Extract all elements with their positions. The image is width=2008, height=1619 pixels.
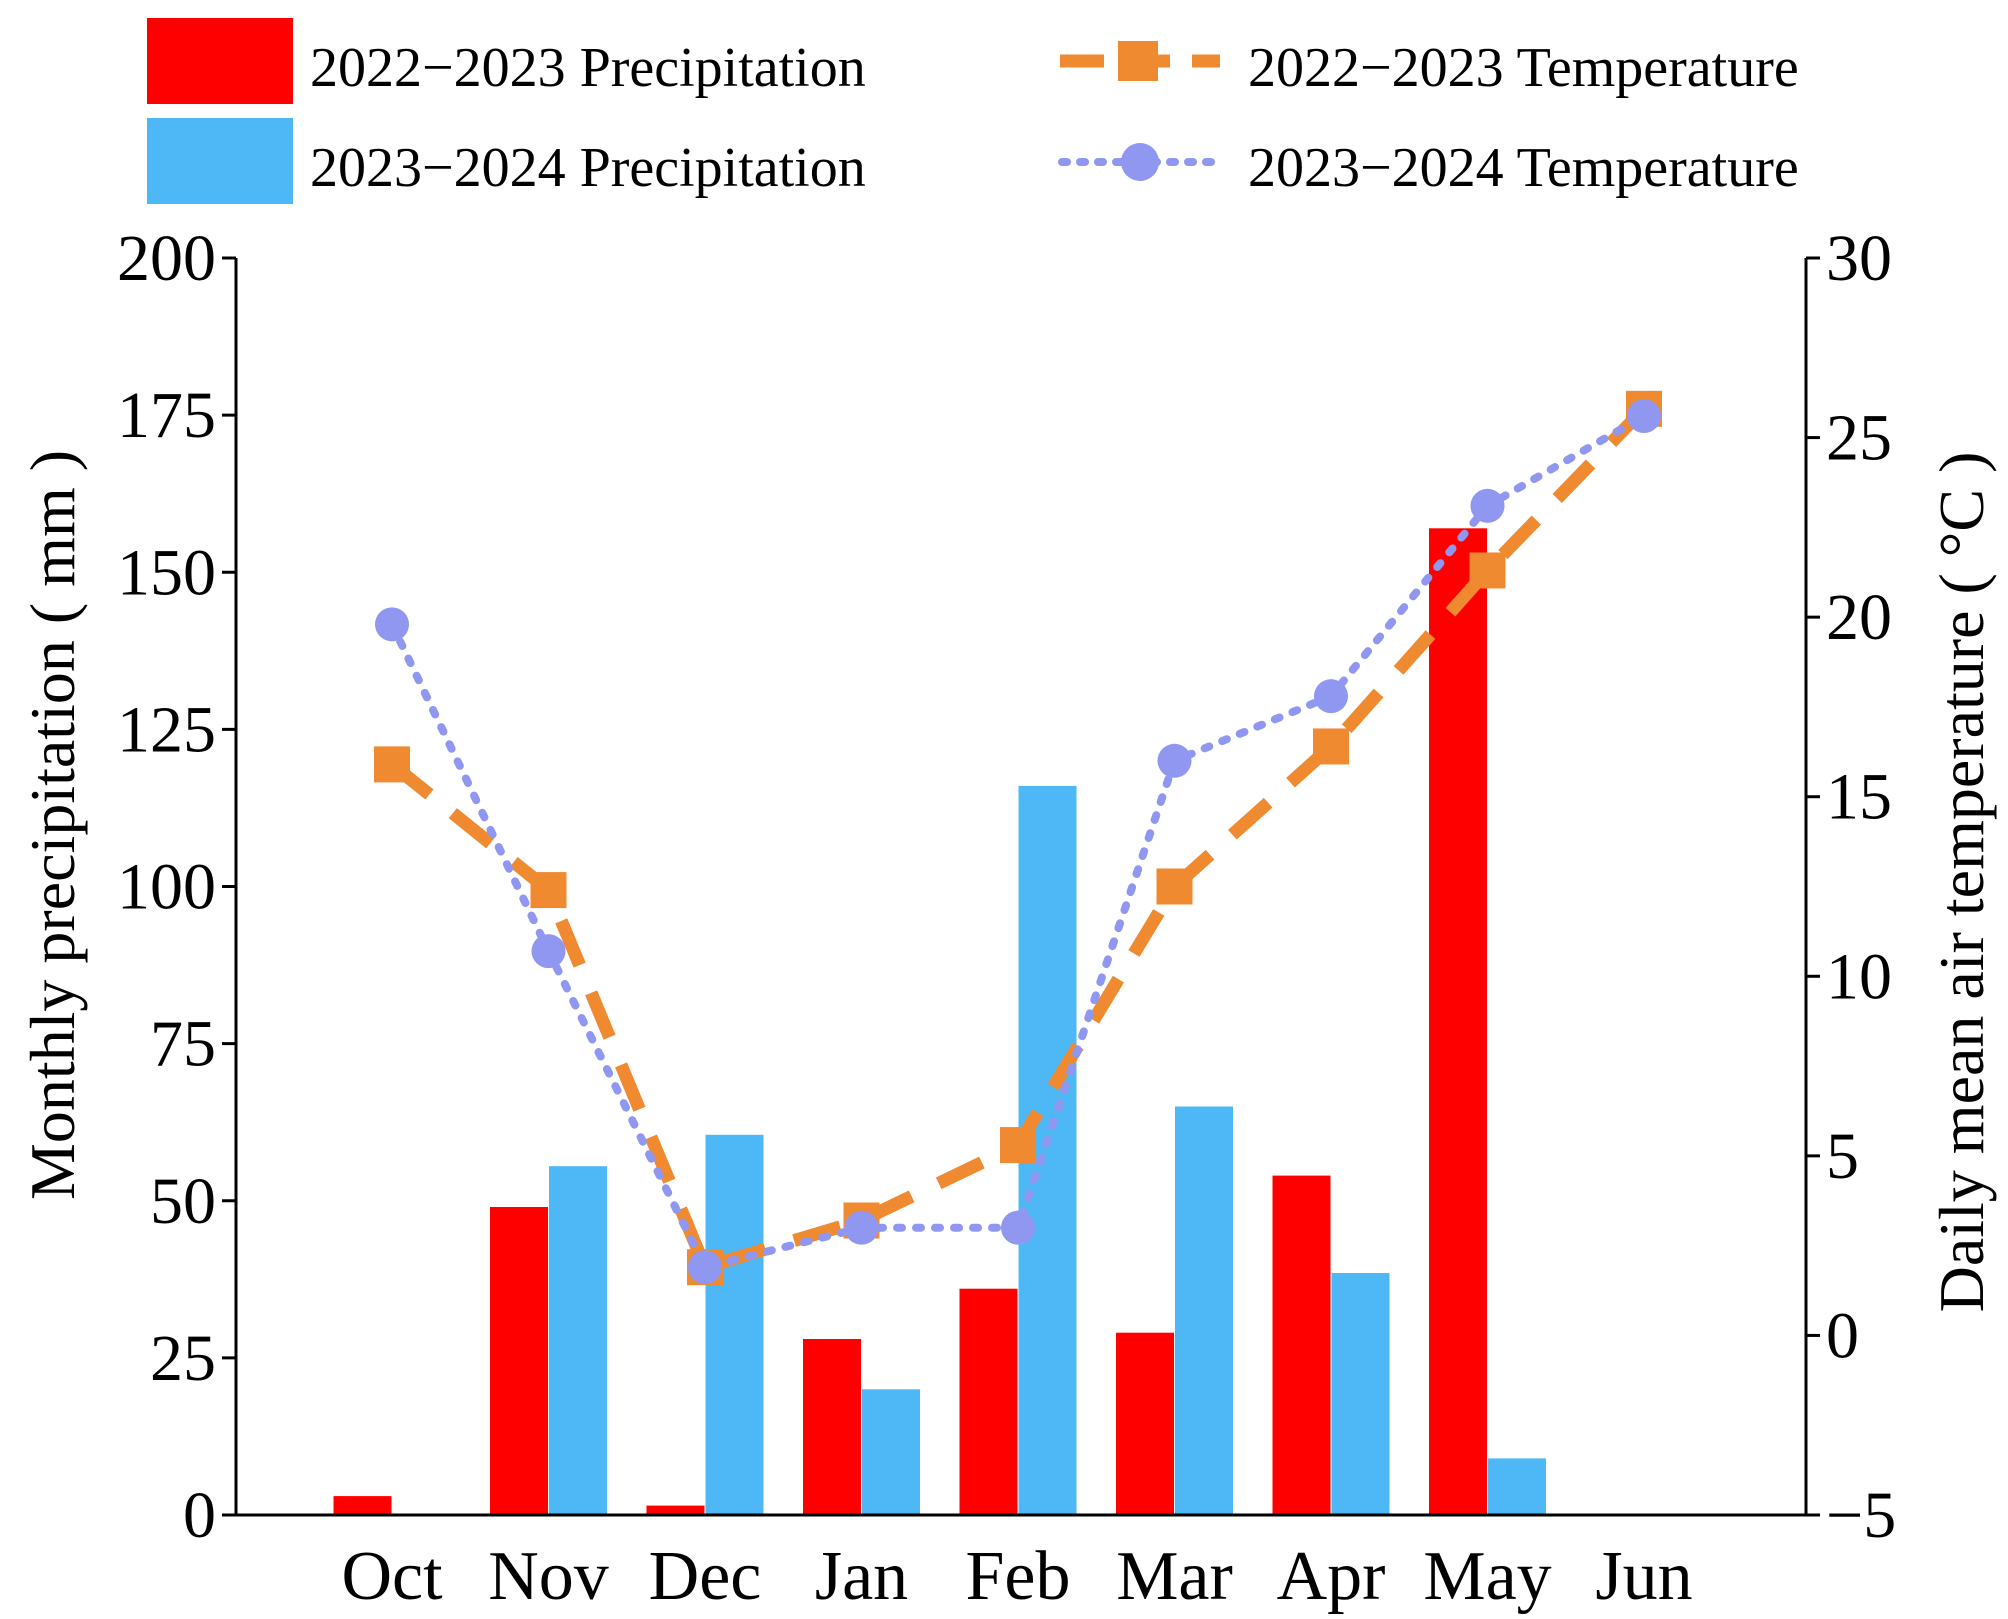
plot-area: 0 25 50 75 100 125 150 175 200 −5 0 5 10 15 20 25 30 Oct N… [117, 222, 1896, 1615]
marker-2023-2024-temperature-mar [1157, 743, 1192, 778]
x-tick-label-feb: Feb [966, 1538, 1071, 1615]
marker-2023-2024-temperature-jan [844, 1210, 879, 1245]
x-tick-label-oct: Oct [341, 1538, 443, 1615]
legend-label-2022-2023-temperature: 2022−2023 Temperature [1248, 37, 1799, 99]
legend: 2022−2023 Precipitation 2023−2024 Precip… [147, 18, 1799, 204]
marker-2022-2023-temperature-nov [530, 872, 567, 909]
bar-2022-2023-precipitation-nov [490, 1207, 548, 1515]
x-tick-label-may: May [1423, 1538, 1551, 1615]
y-tick-label: 200 [117, 222, 216, 295]
y-tick-label: 50 [150, 1165, 216, 1238]
y-tick-label: 125 [117, 693, 216, 766]
x-tick-label-mar: Mar [1116, 1538, 1233, 1615]
x-tick-label-jan: Jan [815, 1538, 908, 1615]
y-tick-label: 175 [117, 379, 216, 452]
bar-2022-2023-precipitation-feb [959, 1288, 1018, 1515]
y-tick-label: 0 [183, 1479, 216, 1552]
y2-tick-label: 5 [1826, 1120, 1859, 1193]
y-tick-label: 100 [117, 851, 216, 924]
bar-2022-2023-precipitation-oct [333, 1496, 392, 1515]
legend-label-2023-2024-temperature: 2023−2024 Temperature [1248, 137, 1799, 199]
bar-2022-2023-precipitation-apr [1272, 1175, 1331, 1515]
marker-2022-2023-temperature-mar [1156, 868, 1193, 905]
y2-axis-title: Daily mean air temperature ( °C ) [1926, 452, 1997, 1313]
bar-2023-2024-precipitation-apr [1331, 1273, 1390, 1515]
legend-swatch-2022-2023-temperature [1060, 41, 1220, 81]
x-tick-label-nov: Nov [488, 1538, 609, 1615]
y-tick-label: 75 [150, 1008, 216, 1081]
marker-2023-2024-temperature-feb [1001, 1210, 1035, 1245]
bar-2023-2024-precipitation-may [1488, 1458, 1546, 1515]
marker-2023-2024-temperature-may [1470, 488, 1505, 523]
x-tick-label-apr: Apr [1277, 1538, 1386, 1615]
y2-tick-label: 0 [1826, 1299, 1859, 1372]
bar-2022-2023-precipitation-jan [803, 1339, 861, 1515]
marker-2023-2024-temperature-dec [688, 1250, 722, 1285]
bar-2022-2023-precipitation-mar [1116, 1332, 1174, 1515]
marker-2023-2024-temperature-apr [1314, 679, 1348, 714]
bar-2023-2024-precipitation-mar [1175, 1106, 1233, 1515]
legend-swatch-2023-2024-precipitation [147, 118, 293, 204]
y-tick-label: 150 [117, 536, 216, 609]
marker-2022-2023-temperature-apr [1313, 728, 1349, 765]
marker-2023-2024-temperature-jun [1627, 399, 1661, 434]
y2-tick-label: 25 [1826, 402, 1892, 475]
y2-tick-label: −5 [1826, 1479, 1896, 1552]
bar-2023-2024-precipitation-jan [862, 1389, 920, 1515]
marker-2023-2024-temperature-oct [375, 607, 409, 642]
bar-2022-2023-precipitation-dec [646, 1505, 705, 1515]
legend-label-2023-2024-precipitation: 2023−2024 Precipitation [310, 137, 866, 199]
marker-2022-2023-temperature-oct [374, 746, 410, 783]
marker-2022-2023-temperature-may [1469, 552, 1506, 589]
marker-2023-2024-temperature-nov [531, 934, 566, 969]
bar-2022-2023-precipitation-may [1429, 528, 1487, 1515]
marker-2022-2023-temperature-feb [1000, 1127, 1036, 1164]
legend-swatch-2022-2023-precipitation [147, 18, 293, 104]
y2-tick-label: 15 [1826, 761, 1892, 834]
legend-swatch-2023-2024-temperature [1058, 143, 1226, 181]
y2-tick-label: 10 [1826, 940, 1892, 1013]
y-axis-title: Monthly precipitation ( mm ) [17, 450, 88, 1200]
legend-label-2022-2023-precipitation: 2022−2023 Precipitation [310, 37, 866, 99]
x-tick-label-dec: Dec [649, 1538, 762, 1615]
bar-2023-2024-precipitation-dec [705, 1134, 764, 1515]
y-tick-label: 25 [150, 1322, 216, 1395]
x-tick-label-jun: Jun [1595, 1538, 1692, 1615]
bar-2023-2024-precipitation-nov [549, 1166, 607, 1515]
y2-tick-label: 30 [1826, 222, 1892, 295]
y2-tick-label: 20 [1826, 581, 1892, 654]
